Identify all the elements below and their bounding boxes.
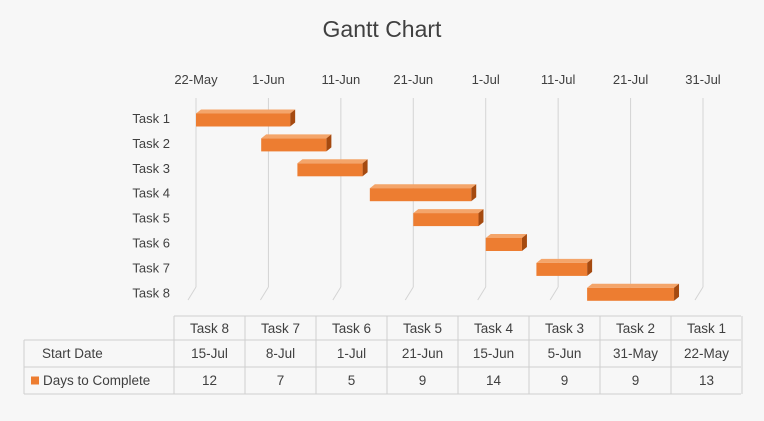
table-cell: 1-Jul [337, 346, 366, 361]
gantt-bar [485, 234, 527, 251]
table-column-header: Task 7 [261, 321, 300, 336]
y-tick-label: Task 8 [132, 285, 170, 300]
gantt-bar [587, 283, 680, 301]
x-tick-label: 1-Jun [252, 72, 285, 87]
gridline-floor [332, 286, 342, 301]
gridline-floor [477, 286, 487, 301]
gridline-floor [404, 286, 414, 301]
y-tick-label: Task 1 [132, 111, 170, 126]
table-cell: 22-May [684, 346, 729, 361]
gantt-bar [261, 134, 332, 152]
table-cell: 5 [348, 373, 356, 388]
y-tick-label: Task 2 [132, 136, 170, 151]
table-column-header: Task 3 [545, 321, 584, 336]
x-tick-label: 21-Jul [613, 72, 649, 87]
gantt-bar [413, 209, 484, 227]
table-column-header: Task 6 [332, 321, 371, 336]
gantt-bar [196, 109, 296, 127]
table-column-header: Task 5 [403, 321, 442, 336]
y-tick-label: Task 4 [132, 186, 170, 201]
table-cell: 9 [632, 373, 640, 388]
table-cell: 31-May [613, 346, 658, 361]
x-tick-label: 1-Jul [472, 72, 500, 87]
table-row-label: Days to Complete [43, 373, 150, 388]
y-tick-label: Task 6 [132, 236, 170, 251]
gantt-bar [369, 184, 477, 202]
table-cell: 15-Jun [473, 346, 514, 361]
table-cell: 9 [419, 373, 427, 388]
table-cell: 15-Jul [191, 346, 228, 361]
table-column-header: Task 8 [190, 321, 229, 336]
gridline-floor [187, 286, 197, 301]
table-cell: 7 [277, 373, 285, 388]
table-cell: 21-Jun [402, 346, 443, 361]
x-tick-label: 22-May [174, 72, 218, 87]
gantt-bar [297, 159, 368, 177]
x-tick-label: 31-Jul [685, 72, 721, 87]
table-cell: 14 [486, 373, 502, 388]
table-cell: 8-Jul [266, 346, 295, 361]
table-column-header: Task 1 [687, 321, 726, 336]
x-tick-label: 11-Jul [541, 72, 576, 87]
y-tick-label: Task 5 [132, 211, 170, 226]
legend-key [31, 376, 39, 385]
table-column-header: Task 4 [474, 321, 514, 336]
y-tick-label: Task 3 [132, 161, 170, 176]
gridline-floor [694, 286, 704, 301]
table-cell: 5-Jun [548, 346, 582, 361]
gantt-bar [536, 258, 593, 276]
table-cell: 12 [202, 373, 217, 388]
table-cell: 9 [561, 373, 569, 388]
x-tick-label: 11-Jun [321, 72, 360, 87]
chart-title: Gantt Chart [322, 16, 442, 42]
x-tick-label: 21-Jun [393, 72, 433, 87]
gridline-floor [549, 286, 559, 301]
gridline-floor [260, 286, 269, 301]
table-row-label: Start Date [42, 346, 103, 361]
table-column-header: Task 2 [616, 321, 655, 336]
table-cell: 13 [699, 373, 714, 388]
y-tick-label: Task 7 [132, 260, 170, 275]
